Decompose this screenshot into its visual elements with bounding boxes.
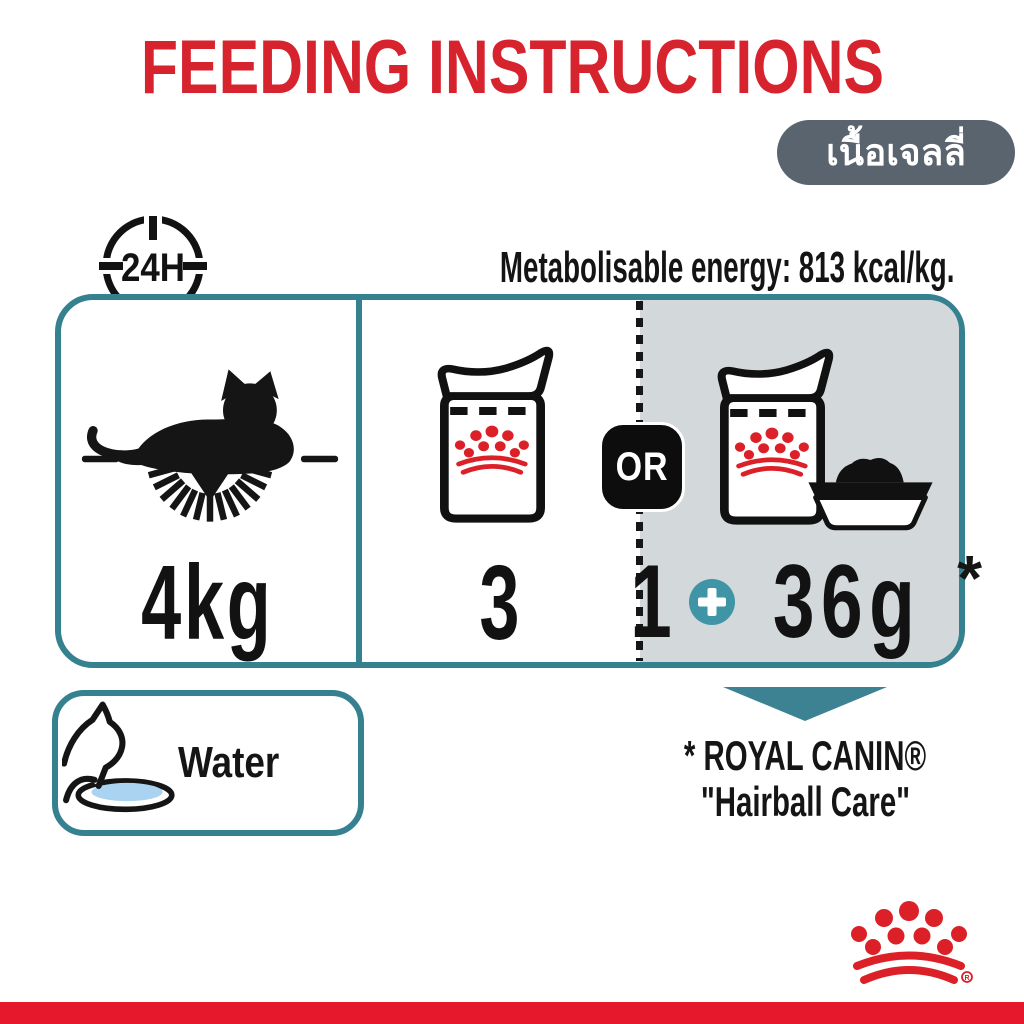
bottom-red-bar — [0, 1002, 1024, 1024]
mix-kibble-amount: 36g — [772, 544, 922, 660]
royal-canin-crown-logo: R — [843, 896, 973, 994]
footnote-line1: * ROYAL CANIN® — [683, 732, 927, 779]
mix-pouch-count: 1 — [630, 544, 672, 660]
cat-drinking-icon — [62, 701, 175, 813]
or-label: OR — [615, 444, 669, 489]
wet-food-pouch-icon — [437, 346, 554, 523]
footnote-marker: * — [957, 542, 982, 614]
page-title: FEEDING INSTRUCTIONS — [140, 25, 884, 110]
svg-text:R: R — [964, 975, 969, 982]
variant-badge: เนื้อเจลลี่ — [777, 120, 1015, 185]
24h-label: 24H — [121, 246, 185, 290]
24h-clock-icon: 24H — [97, 210, 209, 296]
metabolisable-energy-text: Metabolisable energy: 813 kcal/kg. — [499, 243, 954, 292]
footnote-line2: "Hairball Care" — [700, 778, 910, 825]
mixed-feeding-quantities: 1 36g * — [630, 544, 982, 660]
down-arrow-icon — [723, 687, 887, 721]
pouches-only-count: 3 — [478, 544, 520, 662]
cat-weight-value: 4kg — [140, 544, 274, 662]
cat-weight-icon — [81, 369, 339, 522]
water-label: Water — [178, 738, 280, 787]
plus-icon — [688, 579, 735, 625]
variant-badge-label: เนื้อเจลลี่ — [826, 132, 966, 173]
kibble-bowl-icon — [808, 457, 933, 531]
footnote: * ROYAL CANIN® "Hairball Care" — [615, 733, 995, 825]
table-divider-solid — [356, 300, 362, 662]
or-badge: OR — [599, 422, 685, 512]
